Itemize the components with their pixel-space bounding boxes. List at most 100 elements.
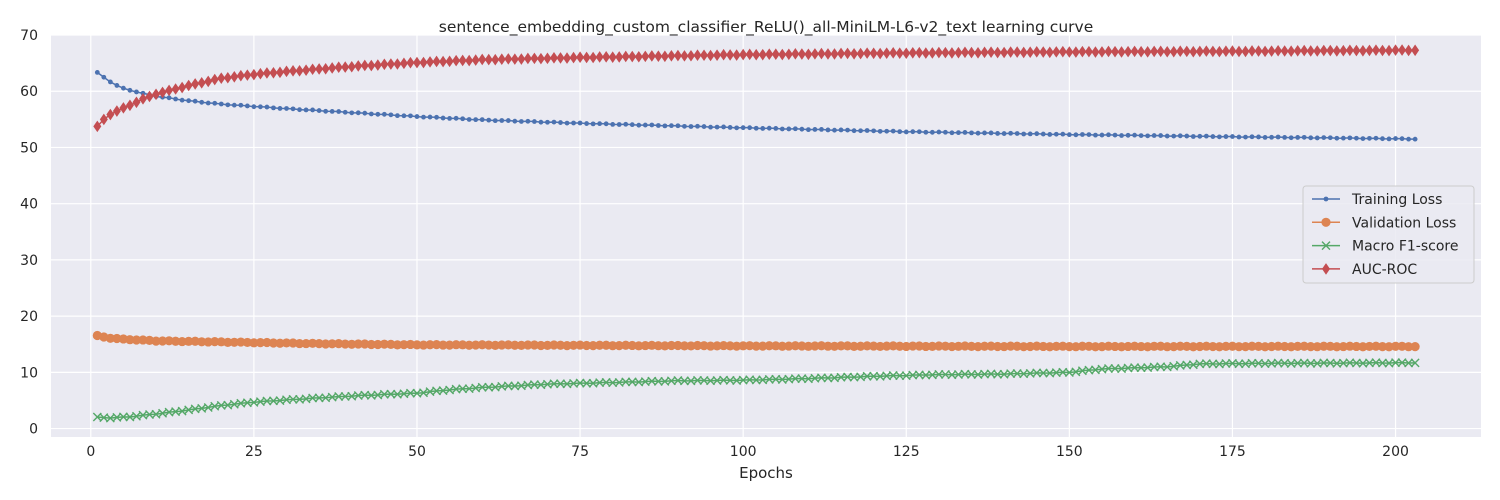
data-point [654, 50, 663, 63]
data-point [1190, 134, 1196, 139]
data-point [682, 123, 687, 129]
data-point [1078, 45, 1087, 58]
data-point [686, 49, 695, 62]
data-point [440, 115, 446, 121]
data-point [1247, 341, 1257, 351]
data-point [118, 412, 128, 422]
data-point [1256, 134, 1261, 140]
data-point [284, 106, 289, 111]
data-point [231, 102, 237, 108]
data-point [1045, 342, 1055, 352]
data-point [863, 47, 872, 59]
data-point [1203, 133, 1209, 139]
data-point [877, 128, 883, 134]
data-point [903, 129, 909, 135]
data-point [477, 340, 487, 350]
data-point [478, 53, 487, 66]
data-point [1332, 45, 1341, 57]
data-point [584, 121, 589, 126]
data-point [623, 121, 629, 127]
legend-marker [1322, 263, 1330, 275]
data-point [577, 120, 583, 126]
data-point [238, 102, 244, 108]
data-point [1274, 44, 1283, 57]
data-point [399, 340, 409, 350]
data-point [1210, 134, 1216, 139]
data-point [941, 46, 950, 59]
data-point [908, 341, 918, 351]
data-point [836, 341, 846, 351]
data-point [679, 376, 689, 386]
data-point [837, 47, 846, 60]
data-point [575, 340, 585, 350]
data-point [862, 371, 872, 381]
data-point [727, 125, 733, 130]
data-point [1103, 341, 1114, 351]
data-point [777, 341, 787, 351]
data-point [392, 340, 403, 350]
data-point [1143, 46, 1152, 58]
data-point [367, 59, 376, 72]
data-point [556, 52, 565, 64]
data-point [582, 51, 591, 64]
data-point [151, 336, 161, 346]
data-point [1261, 45, 1270, 58]
data-point [758, 341, 768, 351]
legend-label: AUC-ROC [1352, 262, 1417, 278]
data-point [719, 48, 728, 61]
data-point [856, 47, 865, 60]
data-point [1038, 341, 1048, 352]
data-point [627, 340, 637, 351]
data-point [1391, 44, 1400, 56]
data-point [1197, 133, 1203, 139]
data-point [290, 106, 296, 112]
data-point [706, 49, 715, 62]
tick-labels: 0 25 50 75 100 125 150 175 200 0 10 20 30 40 50 60 70 [20, 28, 1409, 460]
data-point [699, 341, 709, 351]
x-tick-label: 150 [1056, 444, 1083, 460]
data-point [1066, 132, 1072, 138]
data-point [229, 337, 239, 347]
data-point [1282, 134, 1288, 140]
data-point [431, 340, 442, 350]
data-point [725, 341, 735, 351]
data-point [360, 390, 370, 400]
data-point [444, 340, 455, 350]
data-point [1345, 44, 1354, 57]
data-point [692, 340, 703, 351]
data-point [700, 49, 709, 62]
data-point [1319, 358, 1329, 368]
data-point [1352, 44, 1361, 57]
data-point [386, 389, 396, 399]
data-point [132, 96, 141, 109]
data-point [1000, 46, 1009, 59]
data-point [629, 122, 635, 128]
data-point [1084, 341, 1094, 351]
data-point [1202, 45, 1211, 57]
data-point [581, 340, 592, 351]
data-point [179, 97, 185, 103]
data-point [1116, 342, 1127, 352]
data-point [765, 48, 774, 60]
data-point [1132, 132, 1137, 138]
data-point [876, 47, 885, 60]
data-point [1130, 45, 1139, 58]
data-point [510, 53, 519, 65]
data-point [491, 53, 500, 66]
data-point [843, 372, 853, 382]
data-point [545, 119, 550, 125]
data-point [105, 333, 115, 343]
data-point [1071, 342, 1081, 352]
data-point [1301, 134, 1307, 140]
data-point [732, 341, 742, 351]
data-point [277, 106, 283, 111]
data-point [982, 130, 987, 136]
data-point [1084, 45, 1093, 58]
data-point [679, 341, 690, 351]
data-point [589, 51, 598, 64]
data-point [225, 102, 231, 108]
data-point [1266, 341, 1277, 352]
y-tick-label: 0 [29, 422, 38, 438]
data-point [230, 71, 239, 83]
